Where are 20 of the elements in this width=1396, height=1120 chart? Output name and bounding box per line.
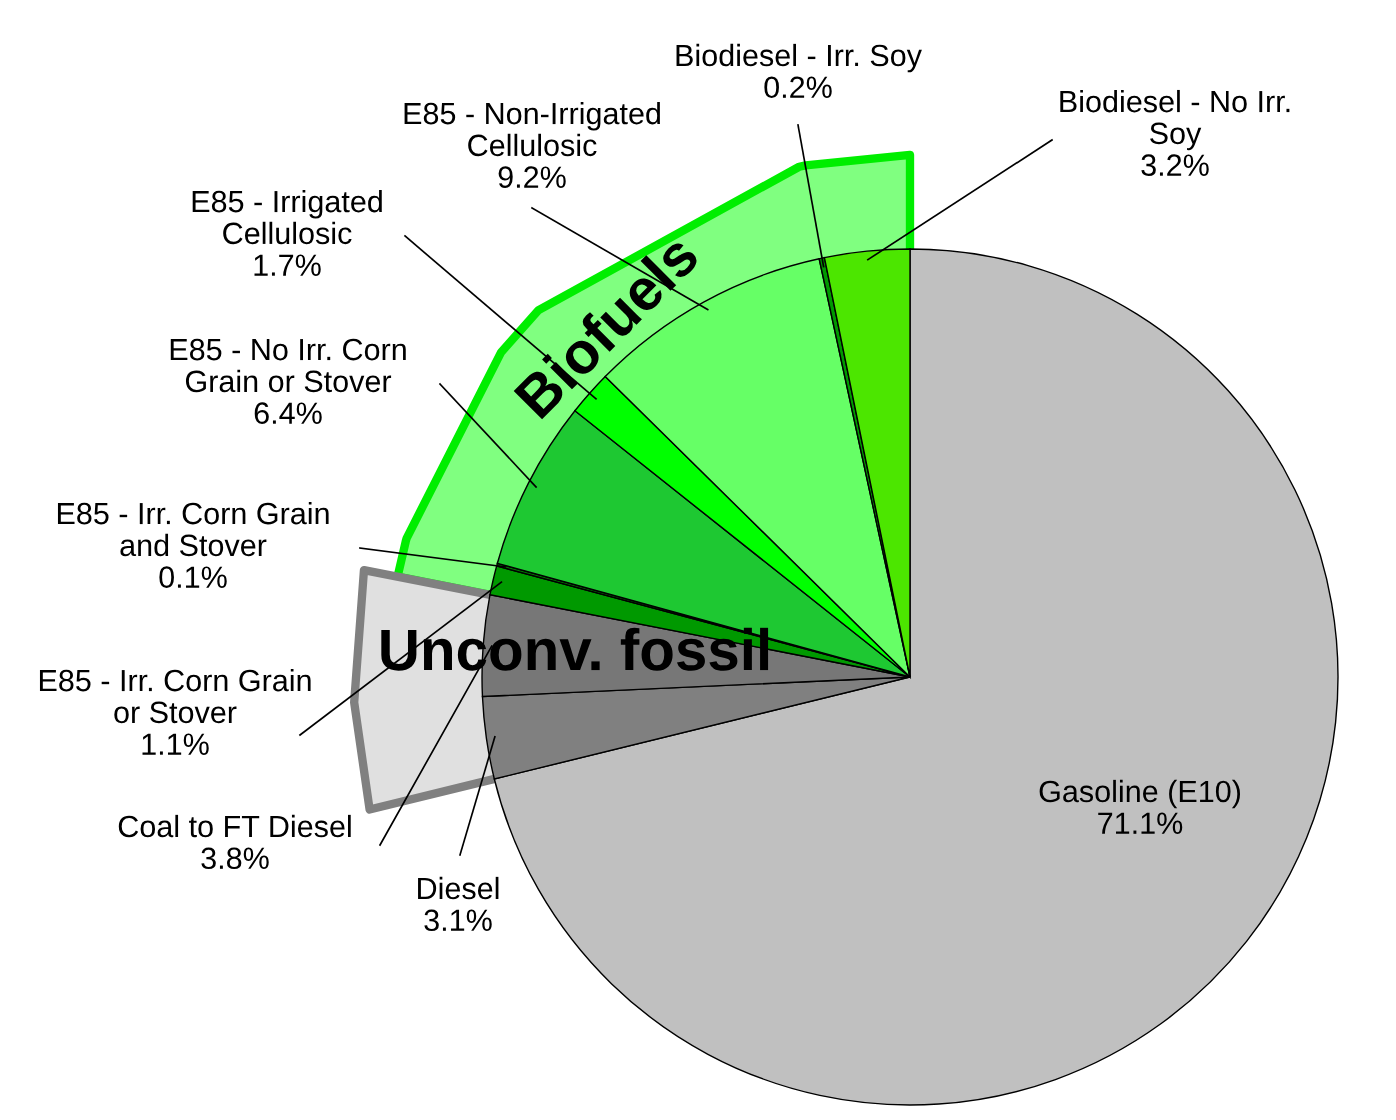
data-label: 0.1% xyxy=(159,566,227,589)
data-label: 3.1% xyxy=(424,909,492,932)
slice-label: E85 - Irr. Corn Grain or Stover xyxy=(39,668,311,724)
slice-label: Biodiesel - Irr. Soy xyxy=(676,43,922,73)
slice-label: E85 - Irr. Corn Grain and Stover xyxy=(57,501,329,557)
data-label: 3.8% xyxy=(201,847,269,870)
data-label: 0.2% xyxy=(764,76,832,99)
slice-label: Coal to FT Diesel xyxy=(118,814,351,838)
slice-label: E85 - No Irr. Corn Grain or Stover xyxy=(170,338,406,393)
data-label: 6.4% xyxy=(254,402,322,425)
slice-label: E85 - Non-Irrigated Cellulosic xyxy=(404,101,660,157)
data-label: 3.2% xyxy=(1141,154,1209,177)
slice-label: Gasoline (E10) xyxy=(1039,779,1241,809)
slice-label: Biodiesel - No Irr. Soy xyxy=(1060,89,1290,151)
slice-label: E85 - Irrigated Cellulosic xyxy=(192,189,382,245)
slice-label: Diesel xyxy=(418,876,499,900)
data-label: 9.2% xyxy=(498,166,566,189)
data-label: 1.1% xyxy=(142,733,209,755)
data-label: 1.7% xyxy=(254,254,321,276)
data-label: 71.1% xyxy=(1098,812,1183,834)
